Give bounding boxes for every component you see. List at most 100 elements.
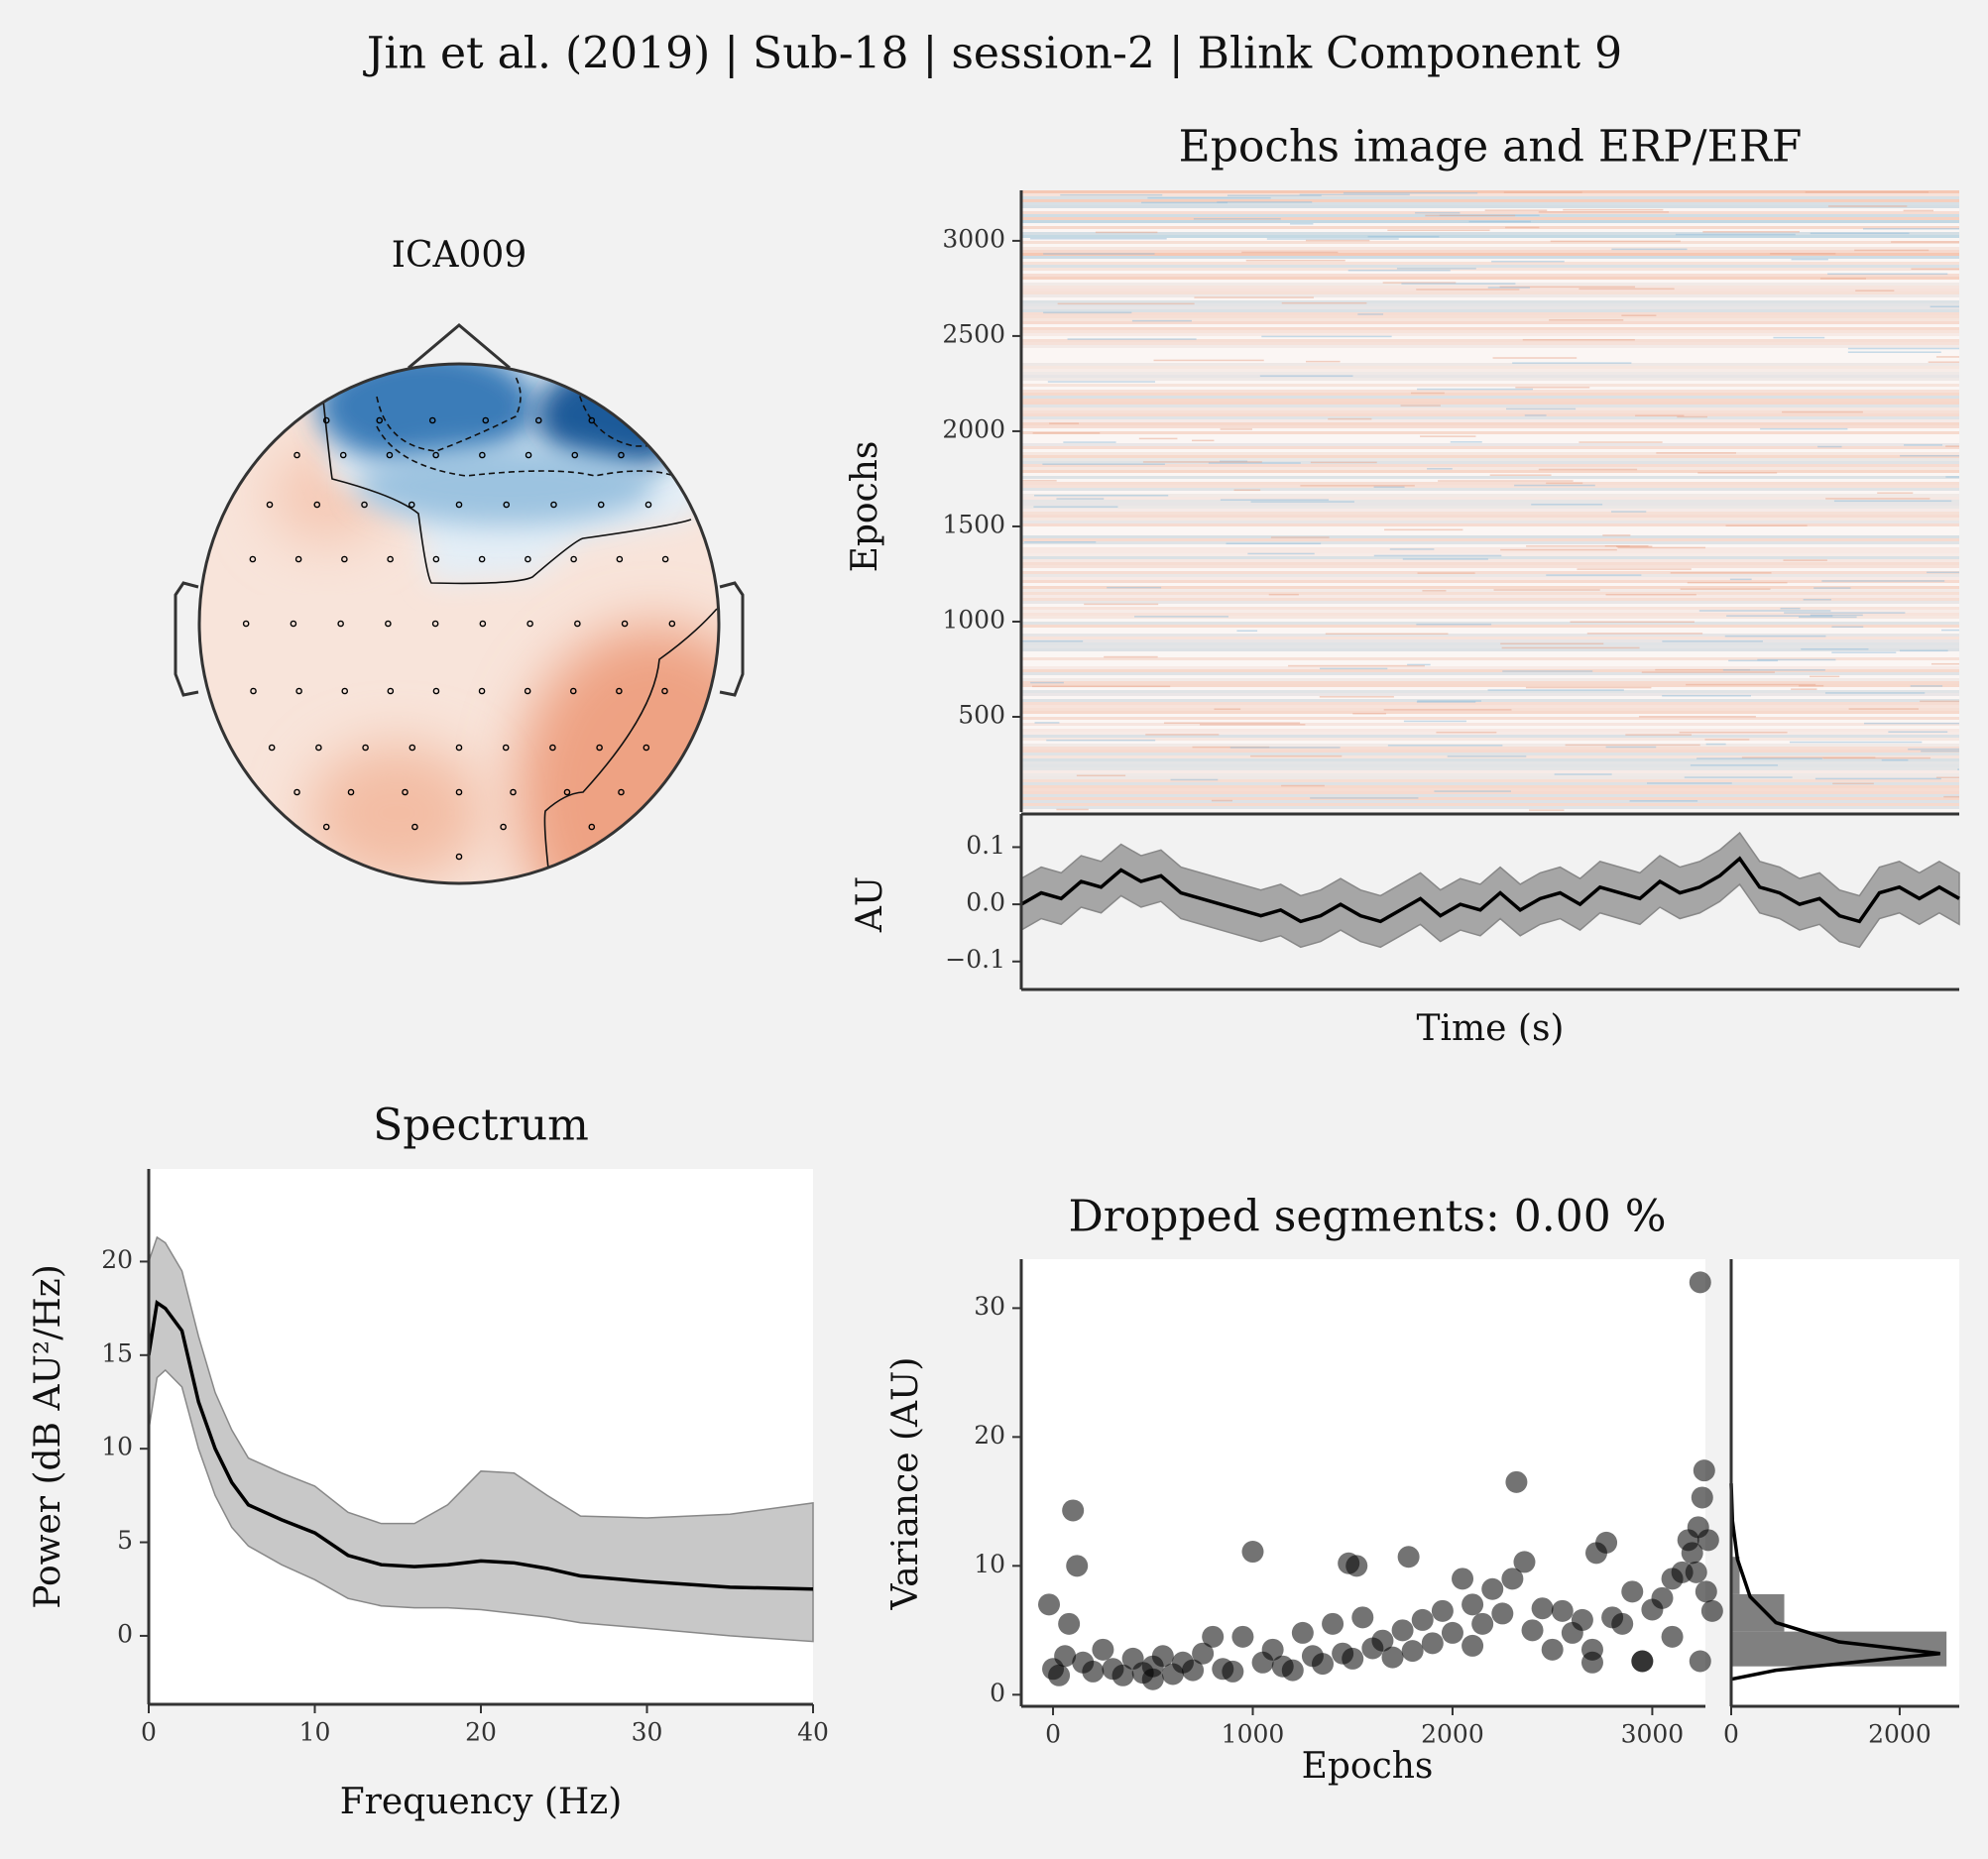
image-speck <box>1641 671 1775 673</box>
sensor <box>618 451 625 459</box>
image-speck <box>1687 581 1788 584</box>
image-speck <box>1487 287 1530 289</box>
image-row <box>1021 217 1959 220</box>
image-row <box>1021 399 1959 402</box>
image-speck <box>1945 476 1959 478</box>
image-speck <box>1033 506 1118 508</box>
density-line <box>1729 1483 1940 1682</box>
image-row <box>1021 770 1959 773</box>
image-speck <box>1957 768 1959 770</box>
image-row <box>1021 461 1959 464</box>
image-speck <box>1352 712 1386 715</box>
sensor <box>376 416 384 424</box>
image-speck <box>1617 546 1706 549</box>
image-row <box>1021 529 1959 532</box>
image-row <box>1021 202 1959 205</box>
sensor <box>293 788 300 796</box>
sensor <box>347 788 355 796</box>
image-speck <box>1698 610 1831 612</box>
point <box>1691 1486 1713 1509</box>
image-speck <box>1034 494 1169 497</box>
image-speck <box>1367 235 1440 238</box>
image-row <box>1021 381 1959 384</box>
image-speck <box>1407 663 1431 666</box>
image-speck <box>1410 392 1445 395</box>
image-speck <box>1229 747 1341 749</box>
image-speck <box>1515 387 1590 389</box>
image-speck <box>1538 468 1638 471</box>
image-row <box>1021 491 1959 494</box>
y-axis-label: Epochs <box>845 441 885 573</box>
image-speck <box>1824 692 1926 694</box>
image-speck <box>1760 427 1848 430</box>
image-row <box>1021 631 1959 634</box>
image-speck <box>1300 485 1415 487</box>
image-row <box>1021 758 1959 761</box>
y-tick-label: 5 <box>117 1526 133 1555</box>
point <box>1066 1555 1089 1577</box>
image-row <box>1021 634 1959 637</box>
image-row <box>1021 309 1959 312</box>
image-speck <box>1049 422 1079 424</box>
image-row <box>1021 440 1959 443</box>
image-speck <box>1822 756 1931 759</box>
sensor <box>525 451 532 459</box>
image-speck <box>1193 217 1281 220</box>
image-row <box>1021 330 1959 333</box>
histogram-bar <box>1731 1557 1740 1594</box>
point <box>1462 1593 1484 1616</box>
image-row <box>1021 241 1959 244</box>
image-speck <box>1810 232 1910 235</box>
image-speck <box>1945 445 1959 447</box>
image-row <box>1021 297 1959 300</box>
axes-title: Dropped segments: 0.00 % <box>1068 1192 1666 1242</box>
confidence-band <box>148 1235 814 1643</box>
contour <box>322 399 692 585</box>
sensor <box>402 788 409 796</box>
y-tick-label: 15 <box>101 1338 133 1367</box>
sensor <box>616 555 624 563</box>
image-row <box>1021 532 1959 535</box>
image-row <box>1021 625 1959 628</box>
image-row <box>1021 750 1959 753</box>
x-tick-label: 2000 <box>1421 1720 1484 1749</box>
sensor <box>455 788 463 796</box>
point <box>1580 1651 1603 1674</box>
image-speck <box>1904 444 1943 446</box>
image-row <box>1021 723 1959 726</box>
image-speck <box>1417 572 1475 574</box>
topomap-field <box>199 364 719 883</box>
image-speck <box>1847 347 1959 350</box>
image-row <box>1021 509 1959 512</box>
y-tick-label: 20 <box>101 1245 133 1274</box>
image-speck <box>1416 701 1476 703</box>
line <box>1020 856 1960 924</box>
image-row <box>1021 592 1959 595</box>
image-speck <box>1770 253 1836 255</box>
point <box>1595 1531 1618 1554</box>
image-speck <box>1586 633 1703 635</box>
epochs-image <box>1021 190 1959 812</box>
image-speck <box>1855 290 1895 291</box>
point <box>1531 1597 1554 1620</box>
image-speck <box>1605 593 1696 596</box>
sensor <box>479 620 487 628</box>
image-speck <box>1325 633 1449 635</box>
image-speck <box>1141 201 1228 204</box>
point <box>1513 1551 1536 1573</box>
y-tick-label: 500 <box>958 700 1005 729</box>
image-speck <box>1943 795 1959 798</box>
histogram-bar <box>1731 1593 1785 1632</box>
image-row <box>1021 306 1959 309</box>
image-speck <box>1107 586 1162 589</box>
image-row <box>1021 247 1959 250</box>
image-speck <box>1487 689 1624 691</box>
image-speck <box>1226 542 1322 545</box>
image-speck <box>1789 741 1923 744</box>
image-speck <box>1434 790 1511 792</box>
image-speck <box>1310 461 1377 464</box>
image-speck <box>1928 361 1959 363</box>
image-row <box>1021 753 1959 755</box>
point <box>1342 1647 1364 1670</box>
image-speck <box>1389 548 1435 550</box>
